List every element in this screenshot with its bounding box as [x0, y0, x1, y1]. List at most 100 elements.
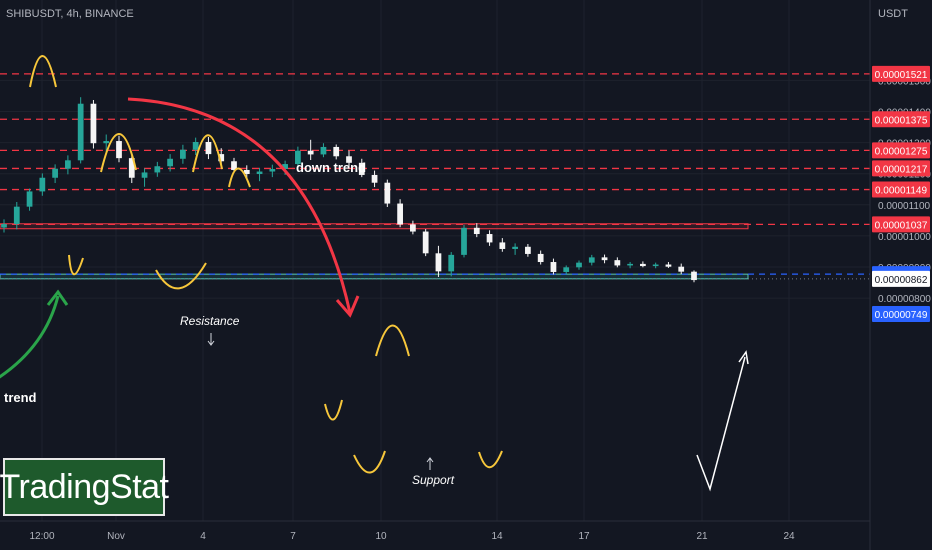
candle-body	[192, 141, 199, 150]
candle-body	[563, 267, 570, 272]
projection-arrow	[696, 356, 746, 492]
candles	[1, 97, 697, 283]
price-tag-box	[872, 305, 930, 322]
time-tick: 14	[491, 531, 503, 542]
candle-body	[231, 161, 237, 170]
candle-body	[691, 271, 697, 281]
down-trend-arrow-head	[335, 295, 360, 318]
price-tags: 0.00001521 0.00001375 0.00001275 0.00001217…	[872, 65, 930, 322]
support-zone	[0, 273, 749, 280]
zones	[0, 223, 749, 280]
price-tick: 0.00001100	[878, 201, 931, 212]
candle-body	[550, 262, 557, 272]
price-tag-text: 0.00001375	[875, 115, 928, 126]
candle-body	[167, 158, 173, 167]
time-tick: 7	[290, 531, 296, 542]
candle-body	[13, 206, 20, 225]
candle-body	[678, 266, 685, 272]
candle-body	[307, 150, 314, 155]
price-tag-box	[872, 181, 930, 198]
price-tag-text: 0.00001275	[875, 146, 928, 157]
candle-body	[640, 263, 646, 267]
candle-body	[499, 242, 506, 249]
candle-body	[180, 149, 186, 159]
candle-body	[77, 103, 84, 161]
chart-annotations: down trend trend Resistance Support	[4, 160, 455, 487]
price-tick: 0.00001500	[878, 76, 931, 87]
candle-body	[141, 172, 148, 178]
candle-body	[333, 146, 340, 157]
up-trend-arrow	[0, 295, 60, 379]
price-tick: 0.00000800	[878, 294, 931, 305]
time-axis[interactable]: 12:00 Nov 4 7 10 14 17 21 24	[29, 531, 795, 542]
price-tag-text: 0.00001037	[875, 220, 928, 231]
candle-body	[26, 191, 33, 207]
candle-body	[52, 168, 58, 178]
candle-body	[601, 257, 608, 261]
swing-marks	[29, 55, 503, 474]
price-tag-text: 0.00001217	[875, 164, 928, 175]
candle-body	[65, 160, 71, 169]
time-tick: Nov	[107, 531, 125, 542]
logo-text: TradingStat	[0, 467, 169, 506]
candle-body	[410, 224, 416, 232]
support-pointer	[426, 457, 434, 470]
candle-body	[461, 227, 467, 255]
candle-body	[665, 264, 672, 267]
projection-arrow-head	[738, 350, 749, 365]
candle-body	[652, 264, 659, 267]
candle-body	[103, 141, 110, 144]
candle-body	[627, 263, 633, 266]
drawings	[0, 55, 749, 492]
time-tick: 17	[578, 531, 590, 542]
candle-body	[384, 182, 391, 204]
price-tag-box	[872, 270, 930, 287]
price-tick: 0.00001000	[878, 232, 931, 243]
candle-body	[525, 246, 531, 254]
candle-body	[256, 171, 263, 175]
candle-body	[588, 257, 595, 263]
candle-body	[243, 169, 250, 175]
candle-body	[422, 231, 429, 254]
candle-body	[537, 253, 544, 263]
price-tag-text: 0.00001521	[875, 70, 928, 81]
candle-body	[116, 141, 122, 159]
tradingstat-logo: TradingStat	[0, 458, 169, 516]
up-trend-arrow-head	[46, 289, 69, 306]
candle-body	[128, 158, 135, 178]
candle-body	[39, 177, 46, 192]
candle-body	[269, 169, 276, 172]
candle-body	[512, 246, 518, 249]
time-tick: 10	[375, 531, 387, 542]
candle-body	[295, 150, 301, 165]
candle-body	[282, 164, 288, 170]
up-trend-label: trend	[4, 390, 37, 405]
candle-body	[486, 234, 493, 243]
candle-body	[473, 227, 480, 235]
price-tag-box	[872, 65, 930, 82]
time-tick: 12:00	[29, 531, 54, 542]
price-tag-box	[872, 142, 930, 159]
down-trend-arrow	[127, 97, 352, 314]
candle-body	[614, 260, 621, 266]
candle-body	[371, 174, 378, 183]
time-tick: 4	[200, 531, 206, 542]
down-trend-label: down trend	[296, 160, 366, 175]
candle-body	[397, 203, 403, 225]
candle-body	[90, 103, 97, 144]
price-tag-text: 0.00001149	[875, 186, 928, 197]
price-tag-box	[872, 111, 930, 128]
candle-body	[435, 253, 442, 272]
symbol-header: SHIBUSDT, 4h, BINANCE	[6, 8, 134, 20]
candle-body	[358, 162, 365, 175]
support-label: Support	[412, 473, 455, 487]
candle-body	[576, 262, 582, 268]
price-tag-box	[872, 160, 930, 177]
candle-body	[154, 166, 161, 173]
candle-body	[346, 156, 352, 163]
time-tick: 21	[696, 531, 708, 542]
candle-body	[218, 154, 225, 162]
price-tag-text: 0.00000862	[875, 275, 928, 286]
currency-label: USDT	[878, 8, 908, 20]
